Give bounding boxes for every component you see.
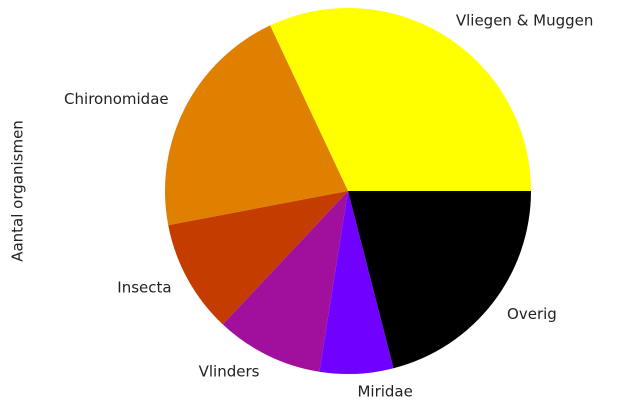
slice-label: Insecta [117,278,171,296]
y-axis-label: Aantal organismen [9,120,27,262]
pie-slice [222,191,348,372]
slice-label: Vlinders [199,362,260,380]
slice-label: Vliegen & Muggen [456,12,594,30]
slice-label: Overig [507,305,557,323]
slice-label: Miridae [357,383,412,401]
pie-slice [270,8,531,191]
pie-slice [348,191,531,369]
pie-slice [319,191,394,374]
slice-label: Chironomidae [64,90,169,108]
pie-slice [165,25,348,226]
pie-slice [168,191,348,325]
